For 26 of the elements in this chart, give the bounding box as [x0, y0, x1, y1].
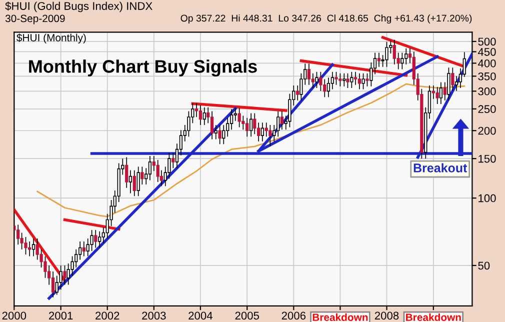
y-tick-label: 200: [478, 126, 496, 135]
x-tick-label: 2004: [188, 312, 212, 320]
text: Breakdown: [312, 313, 368, 322]
y-tick-label: 350: [478, 72, 496, 80]
x-tick-label: 2003: [142, 312, 166, 320]
text: Op 357.22 Hi 448.31 Lo 347.26 Cl 418.65 Chg +61.43 (+17.20%): [180, 14, 472, 24]
chart-title: $HUI (Gold Bugs Index) INDX: [5, 2, 152, 12]
x-tick-label: 2005: [235, 312, 260, 320]
annotation: Monthly Chart Buy Signals: [29, 60, 257, 76]
text: Breakdown: [406, 313, 461, 322]
y-tick-label: 450: [478, 48, 496, 56]
x-tick-label: 2008: [374, 312, 399, 320]
x-tick-label: 2000: [2, 312, 26, 320]
x-tick-label: 2002: [96, 312, 120, 320]
x-tick-label: 2006: [282, 312, 306, 320]
annotation: Breakout: [414, 163, 468, 172]
y-tick-label: 150: [478, 154, 496, 163]
y-tick-label: 50: [478, 262, 490, 270]
y-tick-label: 100: [478, 194, 496, 202]
y-tick-label: 300: [478, 87, 496, 96]
y-tick-label: 250: [478, 105, 496, 114]
chart-subtitle: 30-Sep-2009: [5, 14, 65, 24]
x-tick-label: 2001: [49, 312, 73, 320]
y-tick-label: 400: [478, 59, 496, 68]
annotation: $HUI (Monthly): [16, 34, 86, 44]
y-tick-label: 500: [478, 38, 496, 46]
